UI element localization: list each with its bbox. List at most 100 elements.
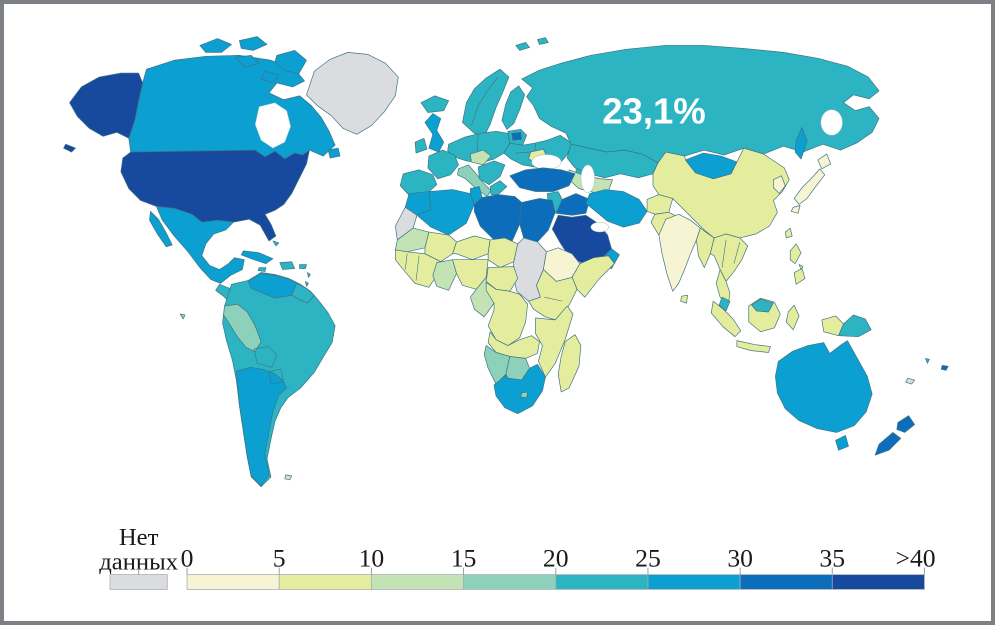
region-turkey <box>509 167 576 192</box>
region-antilles <box>305 272 311 287</box>
region-south-africa <box>493 363 546 415</box>
region-mozambique <box>535 305 574 378</box>
russia-value-label: 23,1% <box>602 90 706 131</box>
region-cuba <box>240 250 274 264</box>
region-iraq <box>555 193 591 216</box>
legend-swatch-25-30 <box>647 574 741 590</box>
legend-swatch-5-10 <box>278 574 372 590</box>
region-vanuatu <box>925 358 930 364</box>
region-niger <box>452 235 491 261</box>
region-france <box>427 149 459 180</box>
region-ecuador-peru <box>223 303 262 352</box>
region-sakhalin <box>794 127 808 160</box>
region-malaysia <box>718 296 731 312</box>
country-borders <box>404 253 420 281</box>
region-greece <box>489 180 508 195</box>
region-kyushu <box>790 205 801 214</box>
legend-tick-label-10: 10 <box>359 544 385 573</box>
region-algeria <box>416 189 475 236</box>
region-canada-arctic-island <box>239 36 268 51</box>
region-baffin-island <box>274 50 307 75</box>
region-dr-congo <box>485 282 528 346</box>
legend-swatch-15-20 <box>463 574 557 590</box>
no-data-swatch <box>109 574 168 590</box>
region-iran <box>585 189 648 228</box>
region-bahamas <box>272 240 280 247</box>
region-canada-arctic-island <box>235 54 260 68</box>
region-newfoundland <box>327 147 341 159</box>
country-borders <box>544 296 563 302</box>
region-australia <box>775 340 873 433</box>
region-papua-new-guinea <box>838 314 872 338</box>
legend-swatch-20-25 <box>555 574 649 590</box>
legend-tick-label-40plus: >40 <box>896 544 936 573</box>
legend-tick-label-5: 5 <box>273 544 286 573</box>
world-choropleth-map: 23,1% Нет данных 0 5 10 15 20 25 30 35 >… <box>6 4 989 621</box>
region-mexico <box>156 206 245 284</box>
region-lesotho <box>520 391 528 399</box>
legend-tick-label-15: 15 <box>451 544 477 573</box>
region-new-zealand-south <box>874 432 902 456</box>
region-canada-arctic-island <box>260 70 280 84</box>
region-puerto-rico <box>299 264 307 269</box>
country-borders <box>253 346 285 385</box>
region-myanmar <box>696 227 715 268</box>
region-fiji <box>940 364 949 371</box>
region-india <box>658 213 701 292</box>
region-italy <box>457 164 492 197</box>
region-guyanas <box>291 283 315 304</box>
region-java <box>736 340 771 353</box>
region-uk <box>424 113 445 153</box>
legend-swatch-0-5 <box>186 574 280 590</box>
region-jamaica <box>257 267 267 272</box>
region-madagascar <box>557 334 582 393</box>
region-korea <box>773 175 786 194</box>
region-taiwan <box>784 227 793 239</box>
legend-tick-label-20: 20 <box>543 544 569 573</box>
region-alaska <box>69 72 143 139</box>
region-austria-czech <box>470 149 492 166</box>
region-svalbard <box>515 37 549 51</box>
region-philippines <box>789 243 806 285</box>
region-latvia <box>511 131 523 141</box>
region-balkans <box>477 160 506 186</box>
region-sri-lanka <box>680 294 688 304</box>
region-japan <box>793 168 826 205</box>
caspian-sea <box>580 164 595 193</box>
legend-tick-label-35: 35 <box>819 544 845 573</box>
region-iceland <box>420 95 449 113</box>
country-borders <box>721 239 741 268</box>
region-hokkaido <box>817 153 832 170</box>
legend: Нет данных 0 5 10 15 20 25 30 35 >40 <box>99 524 936 590</box>
region-finland <box>501 85 525 130</box>
black-sea <box>531 154 562 170</box>
region-galapagos <box>179 313 186 320</box>
region-aleutians <box>63 143 76 153</box>
region-usa <box>120 149 310 242</box>
region-egypt <box>519 198 556 243</box>
region-baja-california <box>149 210 173 248</box>
region-angola-zambia <box>487 331 540 359</box>
region-greenland <box>306 52 399 135</box>
legend-swatch-40-plus <box>831 574 925 590</box>
legend-tick-label-0: 0 <box>181 544 194 573</box>
region-sumatra <box>710 300 742 338</box>
hudson-bay <box>254 102 291 149</box>
region-argentina-chile <box>236 366 288 487</box>
region-mali <box>424 231 457 263</box>
region-chad <box>487 237 519 268</box>
region-borneo-malaysia <box>751 298 774 313</box>
region-hispaniola <box>279 261 295 270</box>
legend-swatch-30-35 <box>739 574 833 590</box>
region-sulawesi <box>785 304 800 331</box>
sea-of-okhotsk <box>820 109 843 136</box>
region-southeast-asia <box>709 233 749 282</box>
persian-gulf <box>590 221 609 233</box>
legend-swatch-10-15 <box>371 574 465 590</box>
region-falklands <box>284 474 293 481</box>
legend-tick-label-25: 25 <box>635 544 661 573</box>
region-east-africa <box>528 269 578 322</box>
region-iberia <box>399 169 438 197</box>
region-new-zealand-north <box>896 415 915 433</box>
